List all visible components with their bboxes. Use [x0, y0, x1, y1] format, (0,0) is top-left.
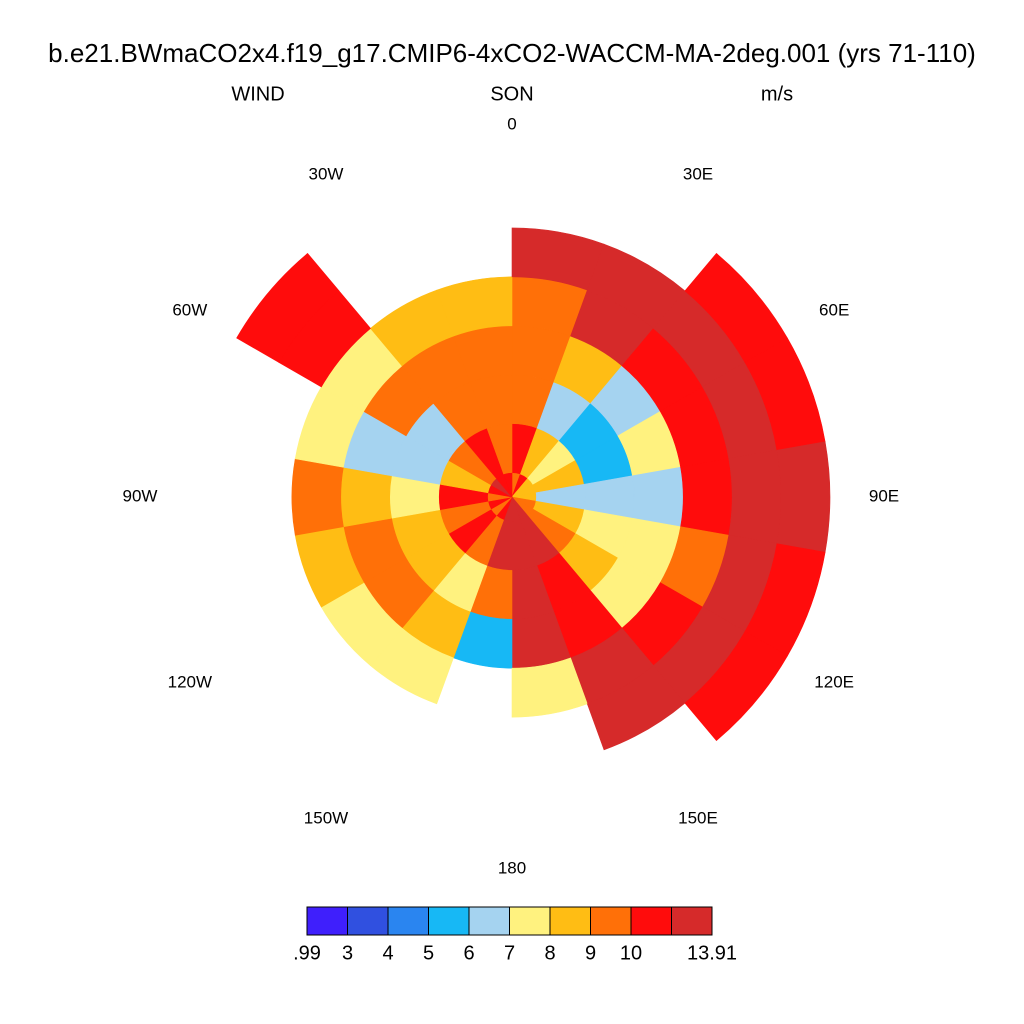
colorbar-box	[509, 906, 551, 936]
lon-label: 60E	[819, 300, 849, 319]
field-cell	[632, 466, 684, 528]
lon-label: 150E	[678, 809, 718, 828]
field-cell	[586, 665, 686, 751]
colorbar-box	[347, 906, 389, 936]
colorbar-label: 6	[463, 942, 474, 964]
field-cell	[728, 449, 782, 545]
colorbar-label: 8	[544, 942, 555, 964]
left-string: WIND	[231, 83, 284, 105]
lon-label: 0	[507, 114, 516, 133]
colorbar-box	[630, 906, 672, 936]
colorbar-label: 3	[342, 942, 353, 964]
field-cell	[436, 276, 513, 337]
field-cell	[291, 458, 344, 536]
colorbar-label: .99	[293, 942, 321, 964]
field-cell	[340, 466, 392, 528]
lon-label: 30E	[683, 164, 713, 183]
lon-label: 90W	[123, 486, 158, 505]
colorbar-label: 10	[620, 942, 642, 964]
colorbar-label: 4	[382, 942, 393, 964]
colorbar-box	[671, 906, 713, 936]
title: b.e21.BWmaCO2x4.f19_g17.CMIP6-4xCO2-WACC…	[48, 38, 976, 68]
lon-label: 60W	[172, 300, 207, 319]
lon-label: 90E	[869, 486, 899, 505]
lon-label: 30W	[309, 164, 344, 183]
colorbar-box	[468, 906, 510, 936]
field-cell	[680, 458, 733, 536]
field-cell	[684, 631, 788, 742]
lon-label: 120W	[168, 672, 212, 691]
colorbar-box	[387, 906, 429, 936]
colorbar-label: 13.91	[687, 942, 737, 964]
field-cell	[236, 252, 340, 363]
field-cell	[776, 441, 831, 553]
right-string: m/s	[761, 83, 793, 105]
field-cell	[511, 657, 588, 718]
colorbar-box	[428, 906, 470, 936]
center-string: SON	[490, 83, 533, 105]
colorbar-label: 7	[504, 942, 515, 964]
colorbar-box	[590, 906, 632, 936]
colorbar-label: 5	[423, 942, 434, 964]
colorbar-box	[306, 906, 348, 936]
lon-label: 120E	[814, 672, 854, 691]
colorbar-box	[549, 906, 591, 936]
colorbar-label: 9	[585, 942, 596, 964]
lon-label: 180	[498, 858, 526, 877]
lon-label: 150W	[304, 809, 348, 828]
